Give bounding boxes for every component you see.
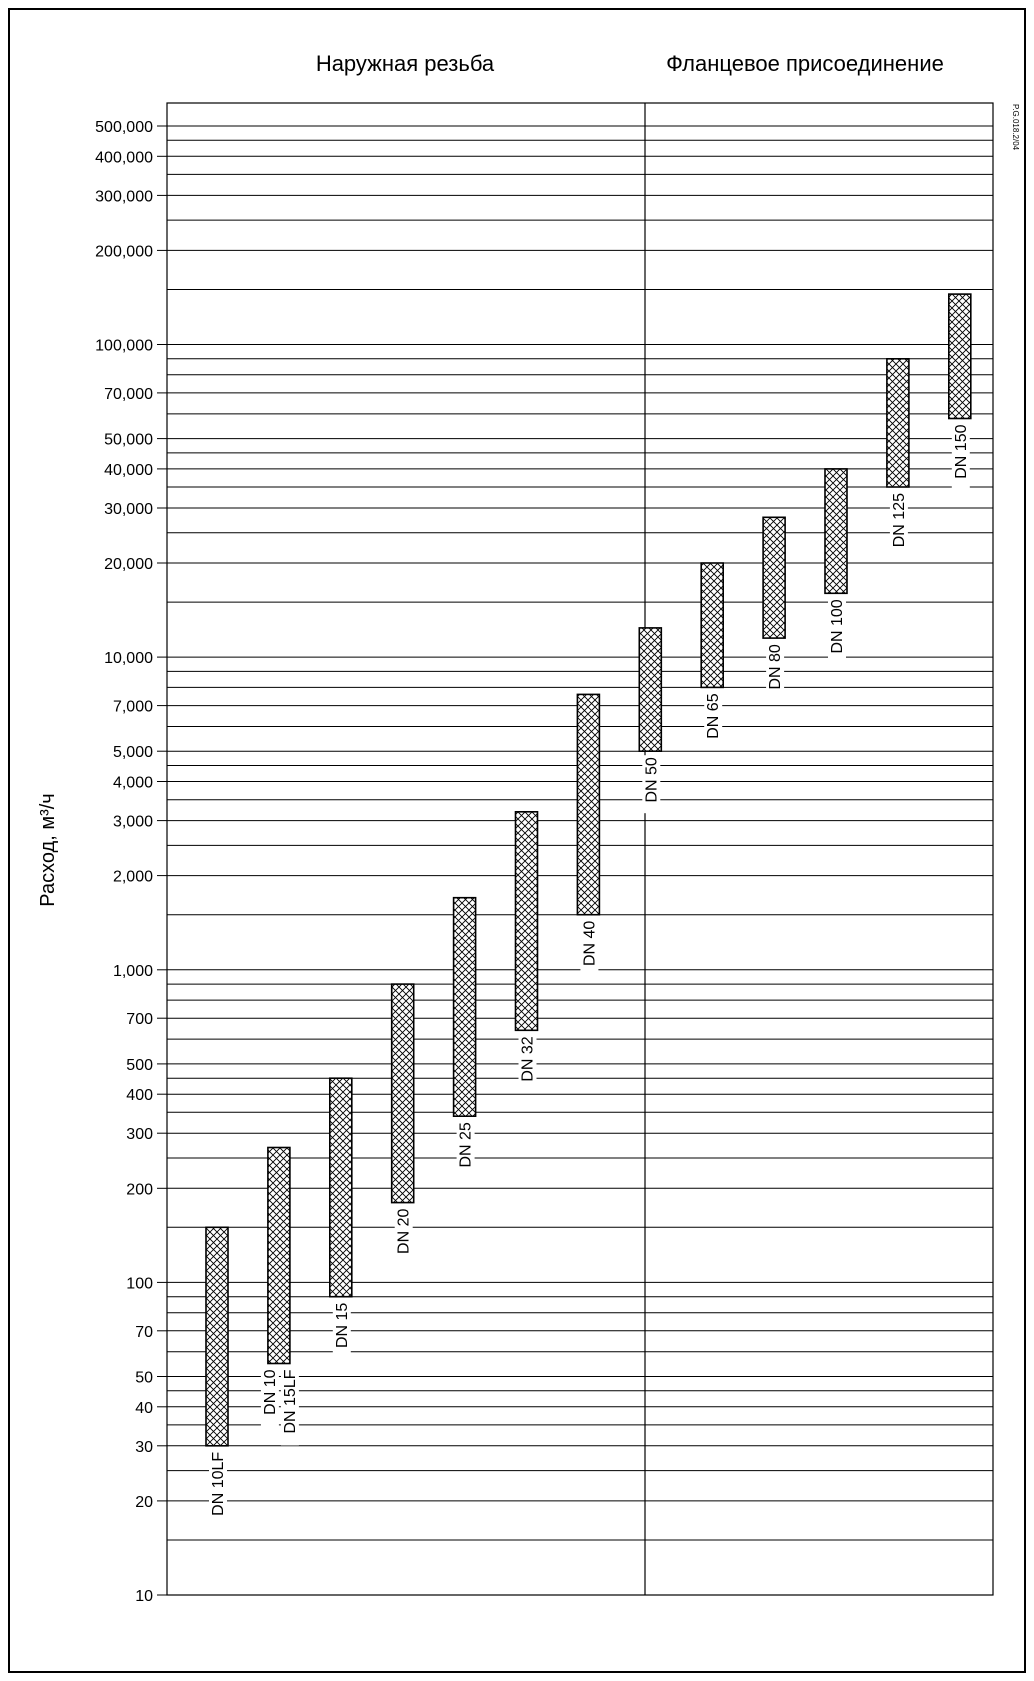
bar-label: DN 32 (520, 1036, 537, 1081)
y-tick-label: 50,000 (104, 432, 153, 449)
y-tick-label: 4,000 (113, 775, 153, 792)
range-bar (205, 1226, 229, 1447)
bar-label-mask (332, 1300, 351, 1359)
bar-label: DN 20 (396, 1209, 413, 1254)
bar-label-mask (580, 918, 599, 977)
range-bar (390, 983, 415, 1204)
y-tick-label: 10 (135, 1588, 153, 1605)
y-tick-label: 20 (135, 1494, 153, 1511)
bar-label-mask (889, 491, 908, 559)
bar-label: DN 125 (891, 493, 908, 547)
range-bar (328, 1077, 353, 1298)
bar-label-mask (394, 1206, 413, 1265)
y-tick-label: 1,000 (113, 963, 153, 980)
y-tick-label: 5,000 (113, 744, 153, 761)
y-tick-labels: 10 20 30 40 50 70 100 200 300 400 500 700 1,000 2,000… (95, 119, 167, 1605)
range-bar (576, 693, 601, 916)
bar-label: DN 65 (705, 693, 722, 738)
y-tick-label: 300,000 (95, 188, 153, 205)
bar-label: DN 80 (767, 644, 784, 689)
y-tick-label: 3,000 (113, 814, 153, 831)
range-bar (700, 562, 725, 689)
range-bar (514, 810, 539, 1032)
y-tick-label: 400 (126, 1087, 153, 1104)
range-bar (886, 357, 910, 488)
outer-frame (8, 8, 1026, 1673)
range-bar (947, 293, 972, 420)
bar-label: DN 25 (458, 1122, 475, 1167)
bar-label-mask (209, 1449, 227, 1528)
y-tick-label: 30,000 (104, 501, 153, 518)
y-tick-label: 200,000 (95, 243, 153, 260)
section-title-flanged: Фланцевое присоединение (666, 51, 944, 76)
document-code: P.G.018.2/04 (1011, 104, 1020, 151)
y-tick-label: 200 (126, 1181, 153, 1198)
bar-label-mask (766, 642, 785, 701)
y-tick-label: 40,000 (104, 462, 153, 479)
range-bar (452, 896, 477, 1118)
bar-label: DN 15LF (282, 1369, 299, 1433)
y-tick-label: 40 (135, 1400, 153, 1417)
range-bars: DN 10LF DN 10 DN 15LF DN 15 DN 20 DN 25 DN 32 D… (205, 293, 972, 1528)
range-bar (638, 627, 663, 753)
bar-label: DN 10LF (210, 1452, 227, 1516)
bar-label: DN 50 (643, 757, 660, 802)
bar-label-mask (642, 755, 661, 814)
y-tick-label: 400,000 (95, 149, 153, 166)
bar-label-mask (951, 422, 970, 491)
y-tick-label: 20,000 (104, 556, 153, 573)
bar-label-mask (456, 1120, 475, 1179)
y-tick-label: 70 (135, 1324, 153, 1341)
bar-label: DN 150 (953, 424, 970, 478)
range-bar (267, 1146, 291, 1365)
range-bar (762, 516, 786, 639)
y-tick-label: 30 (135, 1439, 153, 1456)
y-tick-label: 700 (126, 1011, 153, 1028)
plot-frame (166, 102, 994, 1596)
bar-label: DN 15 (334, 1303, 351, 1348)
y-tick-label: 50 (135, 1370, 153, 1387)
y-tick-label: 10,000 (104, 650, 153, 667)
y-tick-label: 70,000 (104, 386, 153, 403)
y-tick-label: 100,000 (95, 338, 153, 355)
y-tick-label: 500 (126, 1057, 153, 1074)
bar-label-mask (280, 1367, 299, 1446)
bar-label: DN 100 (829, 599, 846, 653)
bar-label-mask (828, 597, 846, 666)
y-tick-label: 300 (126, 1126, 153, 1143)
y-tick-label: 7,000 (113, 699, 153, 716)
bar-label-mask (704, 691, 723, 750)
bar-label: DN 10 (262, 1369, 279, 1414)
y-tick-label: 500,000 (95, 119, 153, 136)
bar-label: DN 40 (581, 921, 598, 966)
y-tick-label: 100 (126, 1275, 153, 1292)
section-title-threaded: Наружная резьба (316, 51, 495, 76)
bar-label-mask (518, 1034, 537, 1093)
grid-lines (167, 125, 993, 1541)
y-tick-label: 2,000 (113, 869, 153, 886)
bar-label-mask (260, 1367, 279, 1426)
y-axis-label: Расход, м³/ч (37, 793, 59, 906)
range-bar (824, 468, 848, 595)
